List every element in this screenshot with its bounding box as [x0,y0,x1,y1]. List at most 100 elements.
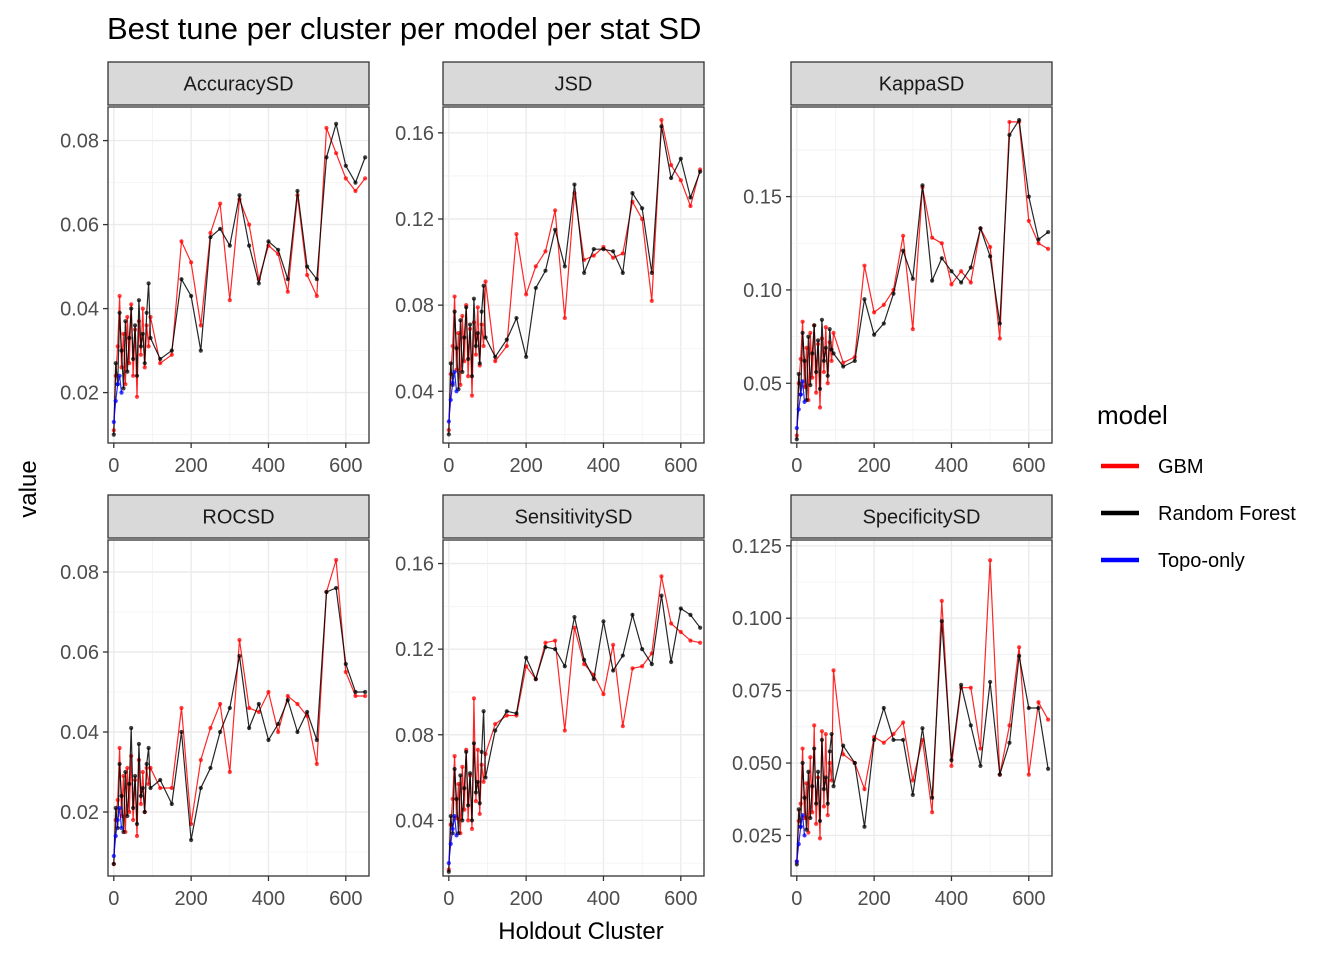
data-point [448,813,453,819]
data-point [821,369,826,375]
data-point [1046,766,1051,771]
data-point [553,227,558,232]
data-point [794,425,799,431]
data-point [959,269,964,274]
data-point [477,801,482,806]
data-point [469,393,475,398]
data-point [920,726,925,731]
data-point [572,614,577,620]
data-point [305,709,310,715]
y-tick-label: 0.02 [60,802,99,824]
data-point [119,825,124,831]
data-point [111,419,116,425]
series-topo-only [111,805,124,859]
facet-strip-label: SensitivitySD [515,507,633,529]
y-tick-label: 0.125 [732,536,782,558]
data-point [448,361,453,366]
data-point [117,761,122,767]
facet-strip-label: KappaSD [879,74,965,96]
data-point [256,709,261,715]
data-point [256,701,261,707]
data-point [471,696,477,701]
legend-title: model [1097,400,1168,430]
facet-strip-label: SpecificitySD [863,507,981,529]
data-point [640,664,645,669]
data-point [134,394,140,399]
data-point [140,785,145,791]
data-point [148,314,153,320]
data-point [698,640,703,645]
data-point [533,285,538,291]
series-random-forest [446,593,703,874]
data-point [314,761,319,767]
data-point [1017,645,1022,650]
data-point [131,373,136,378]
data-point [841,360,846,365]
data-point [620,270,625,275]
data-point [483,279,488,284]
data-point [146,281,151,286]
data-point [504,709,509,714]
data-point [802,358,807,363]
data-point [140,769,145,775]
data-point [324,155,329,160]
data-point [562,664,567,669]
facet-ROCSD: ROCSD 0.02 0.04 0.06 0.08 0 200 400 600 [60,494,370,910]
data-point [997,336,1002,341]
data-point [949,269,954,274]
data-point [829,347,834,352]
data-point [794,437,799,442]
data-point [988,679,993,685]
x-tick-label: 0 [791,455,802,477]
data-point [959,280,964,285]
data-point [812,723,817,728]
data-point [831,784,836,789]
data-point [454,796,459,802]
y-tick-label: 0.050 [732,753,782,775]
data-point [450,826,455,832]
data-point [117,293,122,299]
data-point [131,356,136,362]
x-tick-label: 200 [857,888,890,910]
data-point [138,801,143,807]
data-point [611,642,616,647]
data-point [815,769,821,774]
data-point [129,302,134,307]
data-point [471,296,477,301]
data-point [810,784,815,789]
data-point [812,746,817,751]
data-point [806,769,811,774]
data-point [659,124,664,129]
data-point [136,298,142,303]
data-point [473,798,478,804]
data-point [295,188,300,194]
data-point [823,325,828,330]
data-point [1017,117,1022,123]
data-point [821,804,826,809]
data-point [910,276,915,281]
y-tick-label: 0.08 [60,131,99,153]
legend-label: GBM [1158,456,1204,478]
data-point [462,335,467,340]
data-point [227,298,232,303]
y-tick-label: 0.04 [60,722,99,744]
data-point [949,758,954,763]
panel-border [107,539,370,877]
data-point [493,721,498,727]
data-point [454,346,459,351]
data-point [117,745,122,751]
data-point [669,621,674,626]
data-point [479,309,484,314]
data-point [796,407,801,412]
data-point [841,364,846,369]
data-point [796,371,801,377]
data-point [800,746,805,751]
panel-border [107,106,370,444]
data-point [189,837,194,843]
legend-item-random-forest: Random Forest [1101,503,1296,525]
data-point [698,169,703,174]
data-point [125,813,130,819]
data-point [649,270,654,275]
data-point [678,629,683,635]
facet-strip [442,494,705,539]
